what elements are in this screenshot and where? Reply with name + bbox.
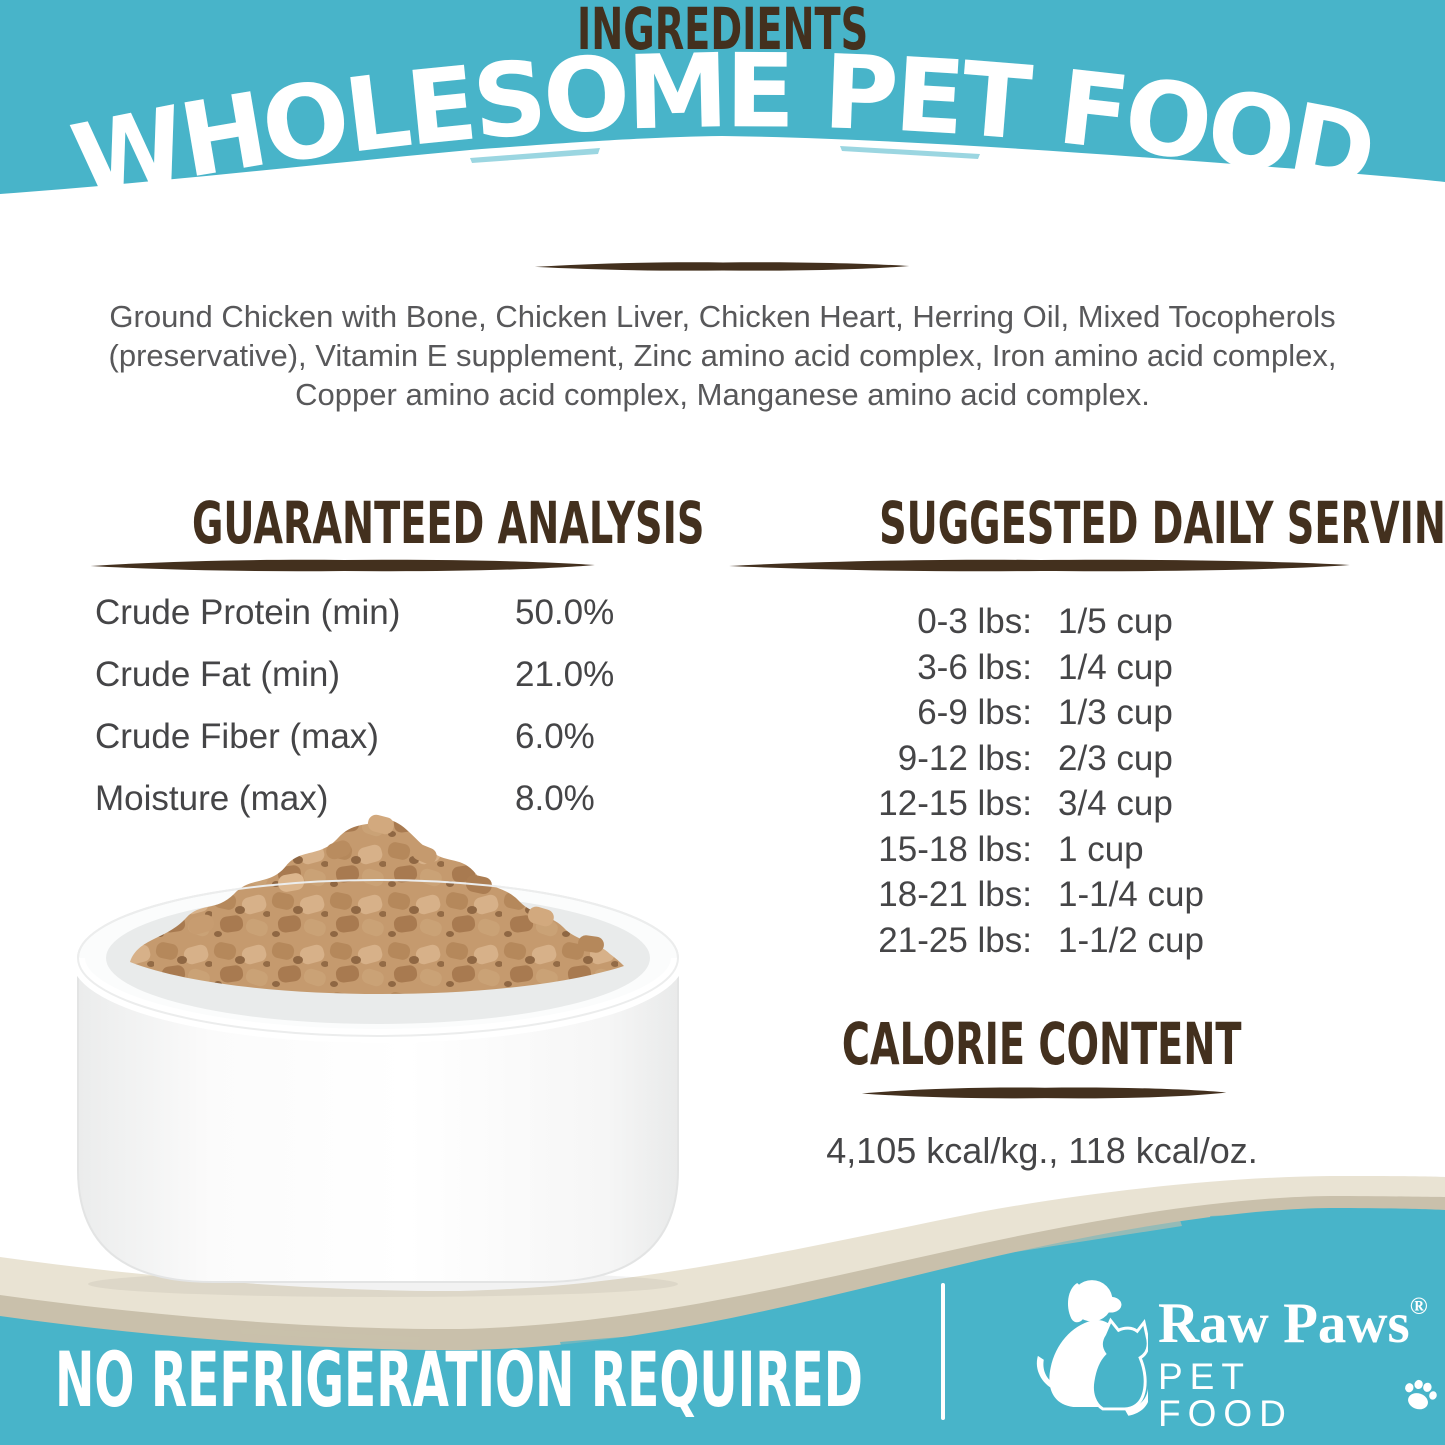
list-item-range: 6-9 lbs: bbox=[917, 693, 1032, 732]
ingredients-brush-underline bbox=[534, 262, 910, 271]
list-item-range: 18-21 lbs: bbox=[878, 875, 1032, 914]
table-row-value: 6.0% bbox=[515, 717, 595, 756]
kibble-pile bbox=[130, 820, 624, 995]
no-refrigeration-claim: NO REFRIGERATION REQUIRED bbox=[55, 1335, 863, 1424]
table-row-label: Crude Protein (min) bbox=[95, 593, 401, 632]
guaranteed-analysis-heading: GUARANTEED ANALYSIS bbox=[191, 489, 705, 557]
daily-serving-brush-underline bbox=[729, 559, 1350, 572]
kibble-bowl-photo bbox=[71, 814, 685, 1297]
list-item-range: 9-12 lbs: bbox=[897, 738, 1032, 778]
list-item-range: 12-15 lbs: bbox=[878, 784, 1032, 823]
list-item-range: 21-25 lbs: bbox=[878, 920, 1032, 960]
table-row-value: 8.0% bbox=[515, 779, 595, 818]
list-item-range: 15-18 lbs: bbox=[878, 829, 1032, 869]
list-item-amount: 1/3 cup bbox=[1058, 693, 1173, 732]
list-item-amount: 2/3 cup bbox=[1058, 738, 1173, 778]
list-item-amount: 1/5 cup bbox=[1058, 602, 1173, 641]
brand-logo-text: Raw Paws® PET FOOD bbox=[1158, 1295, 1438, 1432]
ingredients-text: Ground Chicken with Bone, Chicken Liver,… bbox=[108, 299, 1337, 412]
cat-silhouette bbox=[1090, 1317, 1148, 1411]
table-row-label: Moisture (max) bbox=[95, 779, 329, 818]
calorie-content-brush-underline bbox=[861, 1087, 1227, 1099]
list-item-amount: 1/4 cup bbox=[1058, 647, 1173, 687]
table-row-value: 50.0% bbox=[515, 593, 615, 632]
brand-name: Raw Paws® bbox=[1158, 1295, 1438, 1352]
list-item-amount: 1 cup bbox=[1058, 829, 1144, 869]
footer-divider bbox=[941, 1283, 945, 1420]
daily-serving-heading: SUGGESTED DAILY SERVING bbox=[879, 489, 1445, 557]
daily-serving-table: 0-3 lbs: 1/5 cup 3-6 lbs: 1/4 cup 6-9 lb… bbox=[805, 599, 1275, 963]
list-item-amount: 1-1/2 cup bbox=[1058, 920, 1204, 960]
table-row-value: 21.0% bbox=[515, 655, 615, 694]
list-item-amount: 3/4 cup bbox=[1058, 784, 1173, 823]
calorie-content-heading: CALORIE CONTENT bbox=[842, 1010, 1242, 1078]
table-row-label: Crude Fiber (max) bbox=[95, 717, 379, 756]
cat-tail bbox=[1124, 1388, 1148, 1416]
registered-mark: ® bbox=[1409, 1294, 1428, 1320]
list-item-range: 3-6 lbs: bbox=[917, 647, 1032, 687]
paw-icon bbox=[1405, 1379, 1437, 1410]
guaranteed-analysis-table: Crude Protein (min) 50.0% Crude Fat (min… bbox=[95, 592, 655, 840]
guaranteed-analysis-brush-underline bbox=[90, 559, 595, 572]
list-item-amount: 1-1/4 cup bbox=[1058, 875, 1204, 914]
calorie-content-text: 4,105 kcal/kg., 118 kcal/oz. bbox=[826, 1130, 1258, 1171]
brand-subtitle: PET FOOD bbox=[1158, 1356, 1293, 1434]
list-item-range: 0-3 lbs: bbox=[917, 602, 1032, 641]
top-banner: WHOLESOME PET FOOD bbox=[0, 0, 1445, 250]
brand-name-text: Raw Paws bbox=[1158, 1292, 1410, 1355]
ingredients-heading: INGREDIENTS bbox=[576, 0, 869, 63]
table-row-label: Crude Fat (min) bbox=[95, 655, 341, 694]
dog-cat-logo-icon bbox=[1036, 1280, 1148, 1416]
banner-brush-edge bbox=[0, 136, 1445, 250]
